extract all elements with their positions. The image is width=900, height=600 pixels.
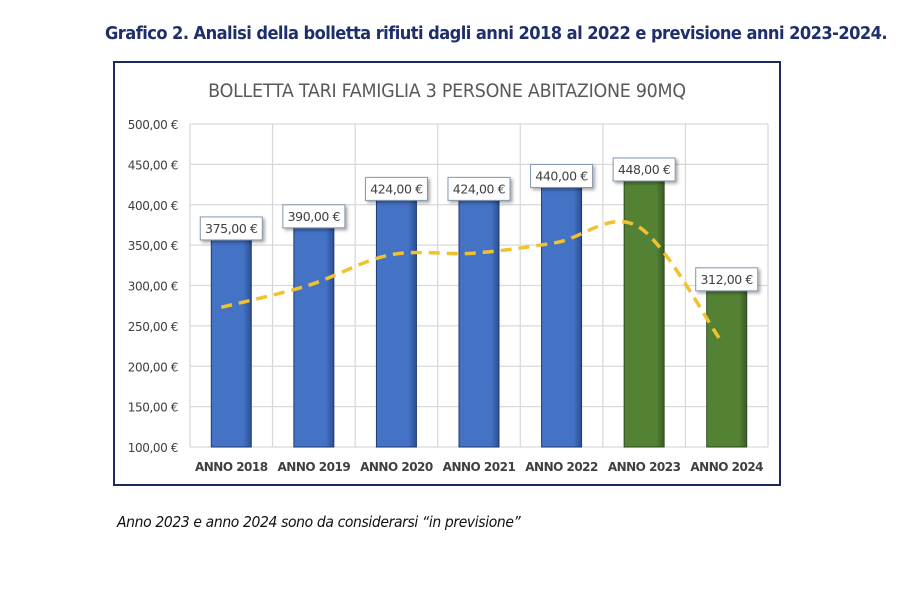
y-tick-label: 200,00 € bbox=[128, 360, 178, 374]
data-label: 440,00 € bbox=[535, 168, 588, 183]
figure-caption: Grafico 2. Analisi della bolletta rifiut… bbox=[105, 24, 888, 44]
x-tick-label: ANNO 2020 bbox=[360, 460, 433, 474]
data-label: 448,00 € bbox=[618, 162, 671, 177]
data-label: 312,00 € bbox=[700, 272, 753, 287]
bar bbox=[541, 184, 583, 448]
y-tick-label: 250,00 € bbox=[128, 320, 178, 334]
x-tick-label: ANNO 2024 bbox=[690, 460, 763, 474]
data-label: 390,00 € bbox=[288, 209, 341, 224]
forecast-note: Anno 2023 e anno 2024 sono da considerar… bbox=[117, 513, 521, 531]
data-label-box bbox=[447, 176, 511, 201]
bar bbox=[293, 225, 335, 448]
data-label-box bbox=[695, 267, 759, 292]
x-tick-label: ANNO 2022 bbox=[525, 460, 598, 474]
data-label-box bbox=[364, 176, 428, 201]
bar bbox=[623, 178, 665, 448]
y-tick-label: 350,00 € bbox=[128, 239, 178, 253]
y-tick-label: 150,00 € bbox=[128, 401, 178, 415]
data-label-box bbox=[282, 204, 346, 229]
bar bbox=[706, 288, 748, 448]
x-tick-label: ANNO 2021 bbox=[443, 460, 516, 474]
data-label-box bbox=[530, 163, 594, 188]
data-label-box bbox=[199, 216, 263, 241]
y-tick-label: 400,00 € bbox=[128, 199, 178, 213]
data-label: 424,00 € bbox=[453, 181, 506, 196]
bar bbox=[375, 197, 417, 448]
x-tick-label: ANNO 2018 bbox=[195, 460, 268, 474]
x-tick-label: ANNO 2019 bbox=[278, 460, 351, 474]
bar bbox=[210, 237, 252, 448]
data-label: 375,00 € bbox=[205, 221, 258, 236]
y-tick-label: 450,00 € bbox=[128, 158, 178, 172]
data-label-box bbox=[612, 157, 676, 182]
x-tick-label: ANNO 2023 bbox=[608, 460, 681, 474]
y-tick-label: 300,00 € bbox=[128, 280, 178, 294]
bar bbox=[458, 197, 500, 448]
chart-title: BOLLETTA TARI FAMIGLIA 3 PERSONE ABITAZI… bbox=[208, 80, 686, 102]
y-tick-label: 100,00 € bbox=[128, 441, 178, 455]
y-tick-label: 500,00 € bbox=[128, 118, 178, 132]
data-label: 424,00 € bbox=[370, 181, 423, 196]
